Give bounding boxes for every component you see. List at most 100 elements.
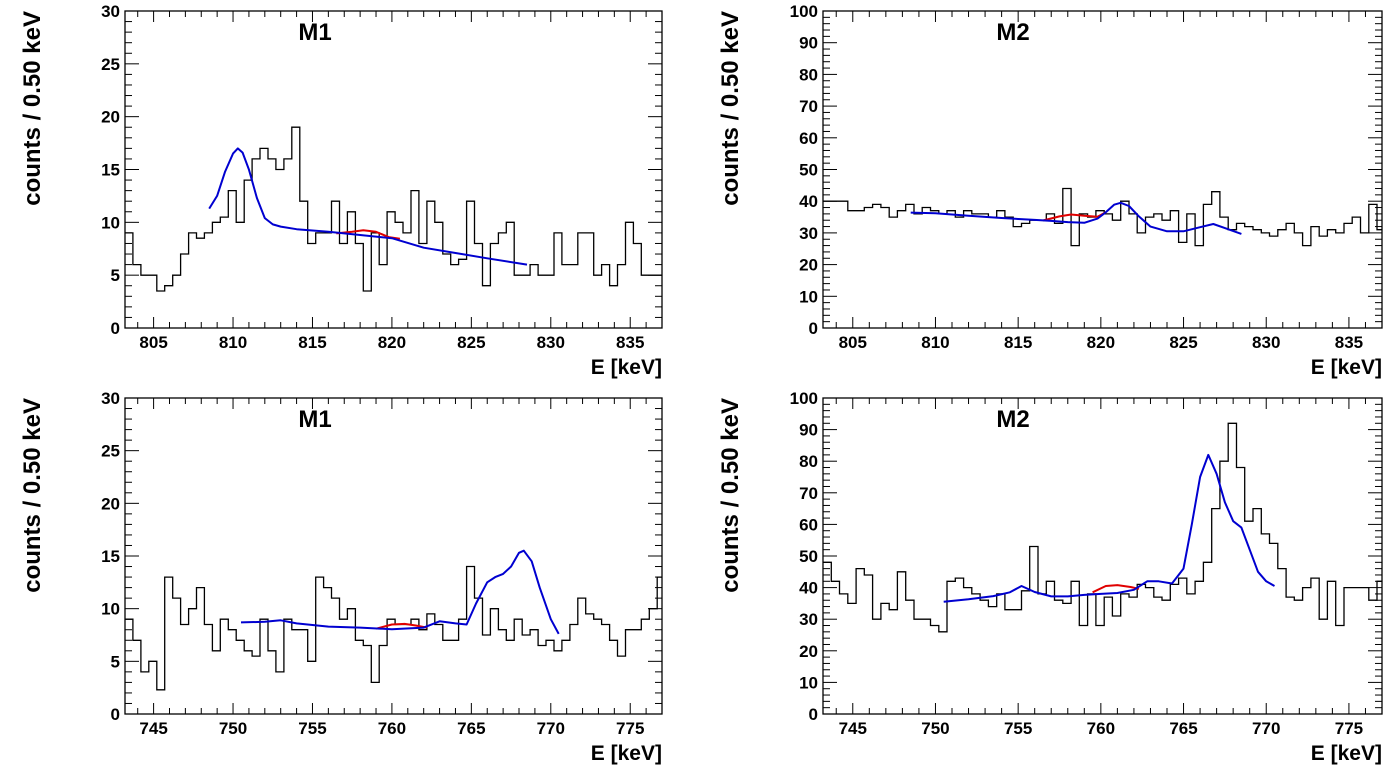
- plot-frame: [822, 397, 1383, 715]
- x-tick-label: 835: [616, 333, 644, 352]
- histogram-steps: [125, 126, 662, 292]
- chart-title: M1: [298, 19, 331, 46]
- y-tick-label: 100: [790, 2, 818, 21]
- fit-curve-red: [375, 622, 428, 630]
- y-axis-label: counts / 0.50 keV: [19, 11, 46, 206]
- x-tick-label: 830: [1252, 333, 1280, 352]
- y-tick-label: 15: [101, 161, 120, 180]
- y-tick-label: 30: [799, 224, 818, 243]
- x-axis-label: E [keV]: [1311, 742, 1382, 765]
- y-tick-label: 60: [799, 515, 818, 534]
- y-tick-label: 50: [799, 161, 818, 180]
- x-tick-label: 815: [298, 333, 326, 352]
- x-tick-label: 810: [921, 333, 949, 352]
- y-tick-label: 25: [101, 55, 120, 74]
- y-tick-label: 90: [799, 421, 818, 440]
- x-tick-label: 815: [1004, 333, 1032, 352]
- y-tick-label: 10: [101, 600, 120, 619]
- chart-title: M2: [996, 406, 1029, 433]
- y-tick-label: 25: [101, 442, 120, 461]
- y-tick-label: 20: [799, 642, 818, 661]
- x-tick-label: 755: [1004, 719, 1032, 738]
- x-tick-label: 775: [616, 719, 644, 738]
- plot-area: [823, 422, 1382, 633]
- chart-title: M1: [298, 406, 331, 433]
- x-tick-label: 755: [298, 719, 326, 738]
- x-axis-label: E [keV]: [591, 742, 662, 765]
- y-tick-label: 15: [101, 547, 120, 566]
- x-axis-label: E [keV]: [1311, 356, 1382, 379]
- x-tick-label: 750: [219, 719, 247, 738]
- plot-area: [125, 549, 662, 691]
- x-tick-label: 825: [457, 333, 485, 352]
- y-tick-label: 40: [799, 192, 818, 211]
- histogram-steps: [823, 187, 1382, 247]
- y-tick-label: 60: [799, 129, 818, 148]
- histogram-steps: [823, 422, 1382, 633]
- x-tick-label: 805: [839, 333, 867, 352]
- x-tick-label: 810: [219, 333, 247, 352]
- y-tick-label: 70: [799, 97, 818, 116]
- chart-title: M2: [996, 19, 1029, 46]
- y-tick-label: 30: [799, 610, 818, 629]
- x-tick-label: 745: [839, 719, 867, 738]
- x-tick-label: 775: [1335, 719, 1363, 738]
- y-tick-label: 0: [809, 319, 818, 338]
- fit-curve-blue: [240, 549, 560, 635]
- x-tick-label: 820: [1087, 333, 1115, 352]
- y-tick-label: 70: [799, 484, 818, 503]
- y-tick-label: 50: [799, 547, 818, 566]
- y-tick-label: 0: [111, 705, 120, 724]
- x-tick-label: 770: [537, 719, 565, 738]
- x-tick-label: 745: [139, 719, 167, 738]
- fit-curve-blue: [208, 147, 528, 266]
- plot-frame: [124, 10, 663, 329]
- x-tick-label: 770: [1252, 719, 1280, 738]
- plot-area: [125, 126, 662, 292]
- x-tick-label: 805: [139, 333, 167, 352]
- chart-panel: 745 750 755 760 765 770 775 0 5 10 15 20 25 30 E [keV]…: [19, 389, 663, 765]
- y-tick-label: 90: [799, 34, 818, 53]
- x-tick-label: 765: [457, 719, 485, 738]
- y-tick-label: 10: [101, 213, 120, 232]
- y-tick-label: 20: [799, 256, 818, 275]
- fit-curve-red: [1042, 211, 1107, 222]
- plot-frame: [822, 10, 1383, 329]
- y-tick-label: 5: [111, 652, 120, 671]
- y-axis-label: counts / 0.50 keV: [717, 11, 744, 206]
- fit-curve-blue: [910, 201, 1242, 235]
- x-tick-label: 830: [537, 333, 565, 352]
- y-tick-label: 40: [799, 579, 818, 598]
- y-tick-label: 0: [111, 319, 120, 338]
- y-tick-label: 10: [799, 287, 818, 306]
- x-tick-label: 825: [1169, 333, 1197, 352]
- y-tick-label: 20: [101, 108, 120, 127]
- y-tick-label: 30: [101, 2, 120, 21]
- chart-panel: 745 750 755 760 765 770 775 0 10 20 30 40 50 60 70 80 90…: [717, 389, 1383, 765]
- histogram-steps: [125, 565, 662, 691]
- x-tick-label: 750: [921, 719, 949, 738]
- chart-panel: 805 810 815 820 825 830 835 0 5 10 15 20 25 30 E [keV]…: [19, 2, 663, 379]
- y-tick-label: 30: [101, 389, 120, 408]
- x-tick-label: 765: [1169, 719, 1197, 738]
- x-tick-label: 820: [378, 333, 406, 352]
- chart-panel: 805 810 815 820 825 830 835 0 10 20 30 40 50 60 70 80 90…: [717, 2, 1383, 379]
- y-tick-label: 10: [799, 673, 818, 692]
- y-tick-label: 0: [809, 705, 818, 724]
- y-axis-label: counts / 0.50 keV: [717, 398, 744, 593]
- x-tick-label: 760: [378, 719, 406, 738]
- y-tick-label: 5: [111, 266, 120, 285]
- plot-area: [823, 187, 1382, 247]
- y-tick-label: 20: [101, 494, 120, 513]
- x-axis-label: E [keV]: [591, 356, 662, 379]
- plot-frame: [124, 397, 663, 715]
- y-tick-label: 80: [799, 65, 818, 84]
- y-tick-label: 100: [790, 389, 818, 408]
- fit-curve-blue: [943, 453, 1275, 603]
- x-tick-label: 835: [1335, 333, 1363, 352]
- y-axis-label: counts / 0.50 keV: [19, 398, 46, 593]
- fit-curve-red: [1092, 584, 1140, 594]
- y-tick-label: 80: [799, 452, 818, 471]
- x-tick-label: 760: [1087, 719, 1115, 738]
